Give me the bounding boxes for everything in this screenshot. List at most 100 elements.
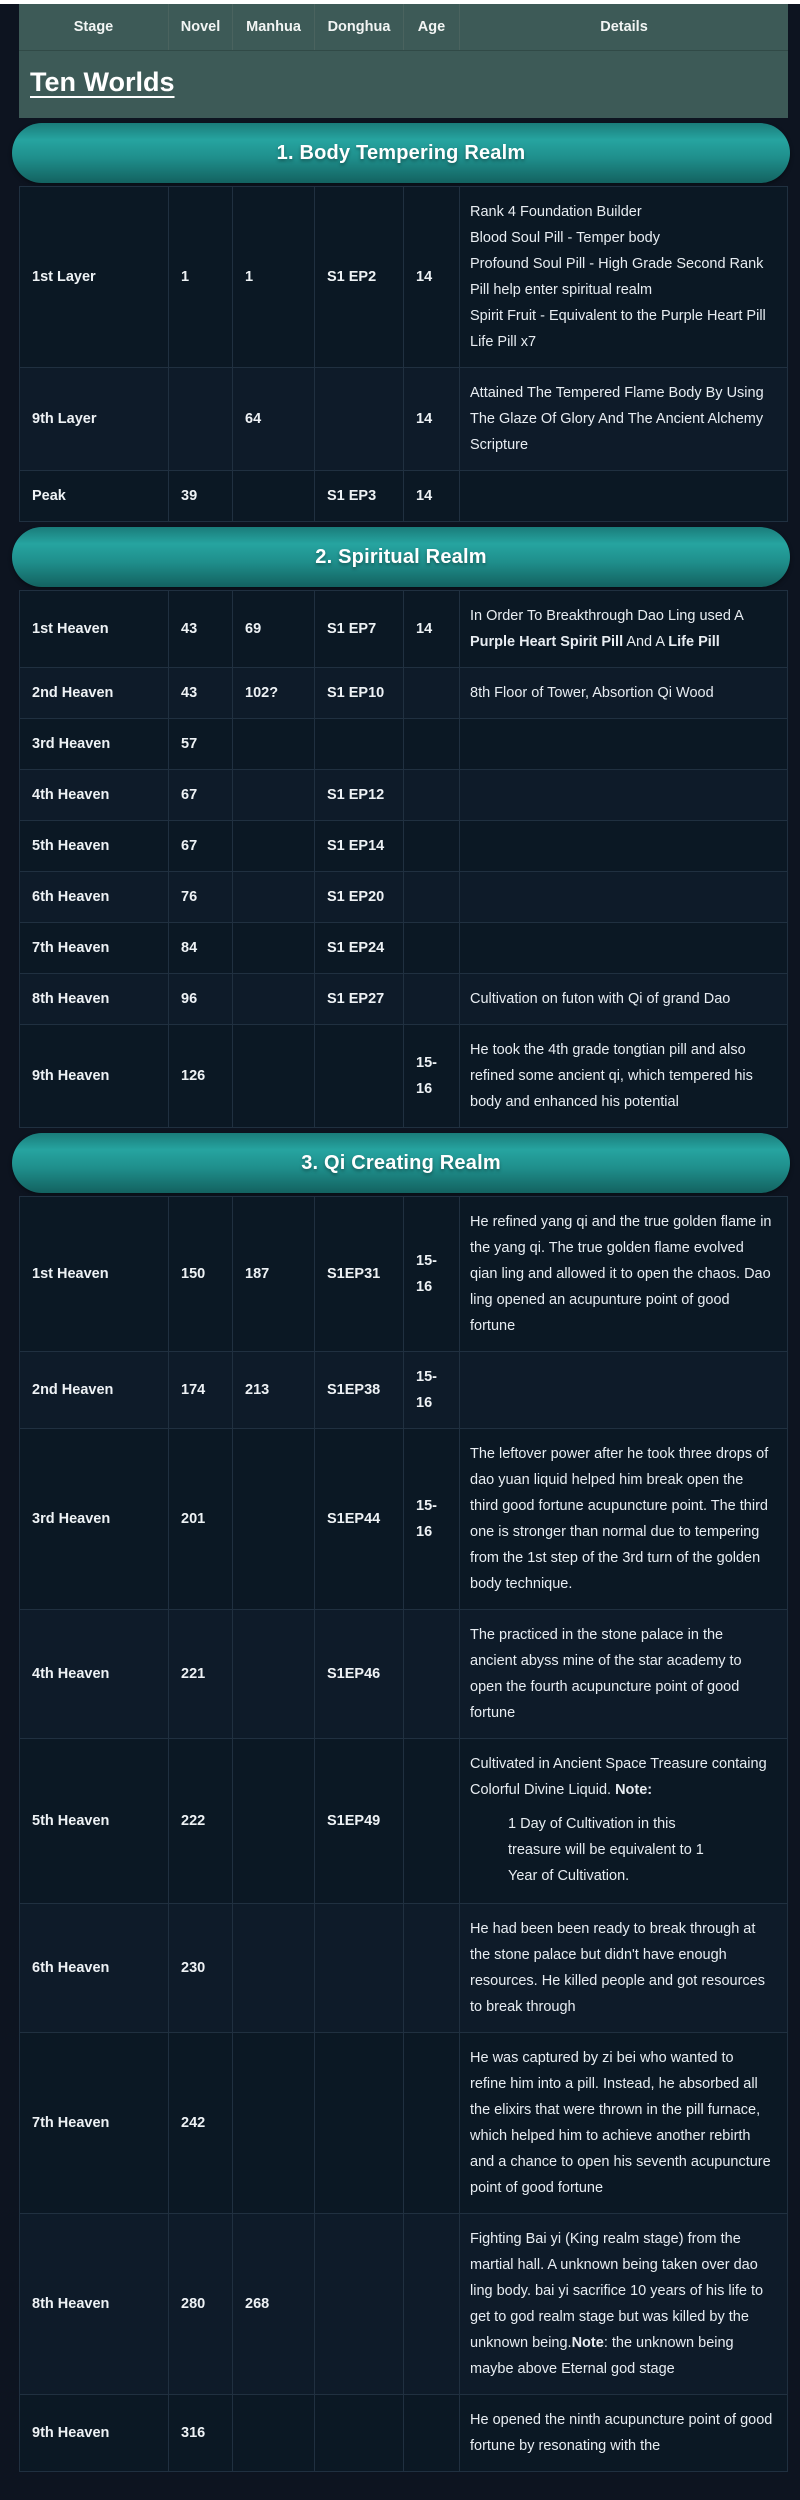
details-cell <box>459 1351 788 1429</box>
stage-cell: 9th Heaven <box>19 2394 169 2472</box>
age-cell: 15-16 <box>403 1196 460 1352</box>
details-line: Cultivated in Ancient Space Treasure con… <box>470 1756 767 1798</box>
age-cell: 14 <box>403 186 460 368</box>
realm-banner: 2. Spiritual Realm <box>12 527 790 587</box>
details-line: He was captured by zi bei who wanted to … <box>470 2050 771 2196</box>
table-row: 5th Heaven 67 S1 EP14 <box>19 820 788 872</box>
details-line: Spirit Fruit - Equivalent to the Purple … <box>470 308 766 324</box>
donghua-cell <box>314 367 404 471</box>
realm-banner-label: 2. Spiritual Realm <box>315 545 487 568</box>
age-cell <box>403 1903 460 2033</box>
donghua-cell <box>314 1903 404 2033</box>
stage-cell: 1st Layer <box>19 186 169 368</box>
column-header-stage: Stage <box>73 19 114 35</box>
details-line: Rank 4 Foundation Builder <box>470 204 642 220</box>
table-row: 9th Heaven 126 15-16 He took the 4th gra… <box>19 1024 788 1128</box>
stage-cell: 2nd Heaven <box>19 1351 169 1429</box>
novel-cell: 316 <box>168 2394 233 2472</box>
manhua-cell: 1 <box>232 186 315 368</box>
table-row: 1st Heaven 150 187 S1EP31 15-16 He refin… <box>19 1196 788 1352</box>
stage-cell: 1st Heaven <box>19 590 169 668</box>
details-cell: Cultivated in Ancient Space Treasure con… <box>459 1738 788 1904</box>
stage-cell: 9th Heaven <box>19 1024 169 1128</box>
stage-cell: 8th Heaven <box>19 973 169 1025</box>
novel-cell: 230 <box>168 1903 233 2033</box>
details-cell <box>459 922 788 974</box>
manhua-cell <box>232 1609 315 1739</box>
table-row: 7th Heaven 242 He was captured by zi bei… <box>19 2032 788 2214</box>
table-row: 6th Heaven 230 He had been been ready to… <box>19 1903 788 2033</box>
manhua-cell <box>232 2394 315 2472</box>
realm-sections: 1. Body Tempering Realm 1st Layer 1 1 S1… <box>0 123 800 2472</box>
novel-cell: 39 <box>168 470 233 522</box>
column-header-novel: Novel <box>168 4 232 50</box>
donghua-cell: S1 EP2 <box>314 186 404 368</box>
novel-cell: 84 <box>168 922 233 974</box>
stage-cell: 9th Layer <box>19 367 169 471</box>
details-cell: He had been been ready to break through … <box>459 1903 788 2033</box>
details-line: Cultivation on futon with Qi of grand Da… <box>470 991 731 1007</box>
details-line: In Order To Breakthrough Dao Ling used A… <box>470 608 743 650</box>
manhua-cell <box>232 871 315 923</box>
details-line: Attained The Tempered Flame Body By Usin… <box>470 385 764 453</box>
novel-cell <box>168 367 233 471</box>
novel-cell: 67 <box>168 820 233 872</box>
stage-cell: 5th Heaven <box>19 1738 169 1904</box>
novel-cell: 221 <box>168 1609 233 1739</box>
manhua-cell: 64 <box>232 367 315 471</box>
details-cell: Cultivation on futon with Qi of grand Da… <box>459 973 788 1025</box>
column-header-details: Details <box>459 4 788 50</box>
realm-table: 1st Layer 1 1 S1 EP2 14 Rank 4 Foundatio… <box>19 186 788 522</box>
age-cell <box>403 1609 460 1739</box>
manhua-cell: 102? <box>232 667 315 719</box>
details-line: He refined yang qi and the true golden f… <box>470 1214 772 1334</box>
donghua-cell: S1EP44 <box>314 1428 404 1610</box>
details-cell <box>459 820 788 872</box>
table-row: 9th Heaven 316 He opened the ninth acupu… <box>19 2394 788 2472</box>
details-cell: He was captured by zi bei who wanted to … <box>459 2032 788 2214</box>
manhua-cell <box>232 1428 315 1610</box>
table-row: 4th Heaven 221 S1EP46 The practiced in t… <box>19 1609 788 1739</box>
column-header-manhua: Manhua <box>232 4 314 50</box>
details-cell: The leftover power after he took three d… <box>459 1428 788 1610</box>
donghua-cell <box>314 2213 404 2395</box>
novel-cell: 201 <box>168 1428 233 1610</box>
age-cell <box>403 871 460 923</box>
realm-table: 1st Heaven 150 187 S1EP31 15-16 He refin… <box>19 1196 788 2472</box>
details-cell <box>459 470 788 522</box>
novel-cell: 57 <box>168 718 233 770</box>
novel-cell: 150 <box>168 1196 233 1352</box>
table-header-band: Stage Novel Manhua Donghua Age Details T… <box>19 4 788 118</box>
manhua-cell: 213 <box>232 1351 315 1429</box>
manhua-cell: 69 <box>232 590 315 668</box>
table-row: 6th Heaven 76 S1 EP20 <box>19 871 788 923</box>
age-cell: 15-16 <box>403 1024 460 1128</box>
age-cell <box>403 820 460 872</box>
manhua-cell <box>232 470 315 522</box>
details-line: He took the 4th grade tongtian pill and … <box>470 1042 753 1110</box>
details-cell: Attained The Tempered Flame Body By Usin… <box>459 367 788 471</box>
novel-cell: 96 <box>168 973 233 1025</box>
table-row: 5th Heaven 222 S1EP49 Cultivated in Anci… <box>19 1738 788 1904</box>
donghua-cell: S1EP31 <box>314 1196 404 1352</box>
details-cell <box>459 871 788 923</box>
manhua-cell: 187 <box>232 1196 315 1352</box>
table-row: 8th Heaven 280 268 Fighting Bai yi (King… <box>19 2213 788 2395</box>
donghua-cell <box>314 1024 404 1128</box>
realm-banner-label: 3. Qi Creating Realm <box>301 1151 501 1174</box>
age-cell <box>403 2394 460 2472</box>
table-row: 2nd Heaven 43 102? S1 EP10 8th Floor of … <box>19 667 788 719</box>
age-cell <box>403 769 460 821</box>
manhua-cell <box>232 1024 315 1128</box>
details-cell: Rank 4 Foundation Builder Blood Soul Pill… <box>459 186 788 368</box>
manhua-cell <box>232 2032 315 2214</box>
age-cell: 15-16 <box>403 1351 460 1429</box>
details-line: The practiced in the stone palace in the… <box>470 1627 742 1721</box>
donghua-cell: S1 EP20 <box>314 871 404 923</box>
column-header-age: Age <box>403 4 459 50</box>
details-cell: 8th Floor of Tower, Absortion Qi Wood <box>459 667 788 719</box>
stage-cell: 4th Heaven <box>19 1609 169 1739</box>
table-row: Peak 39 S1 EP3 14 <box>19 470 788 522</box>
novel-cell: 242 <box>168 2032 233 2214</box>
details-cell: He refined yang qi and the true golden f… <box>459 1196 788 1352</box>
